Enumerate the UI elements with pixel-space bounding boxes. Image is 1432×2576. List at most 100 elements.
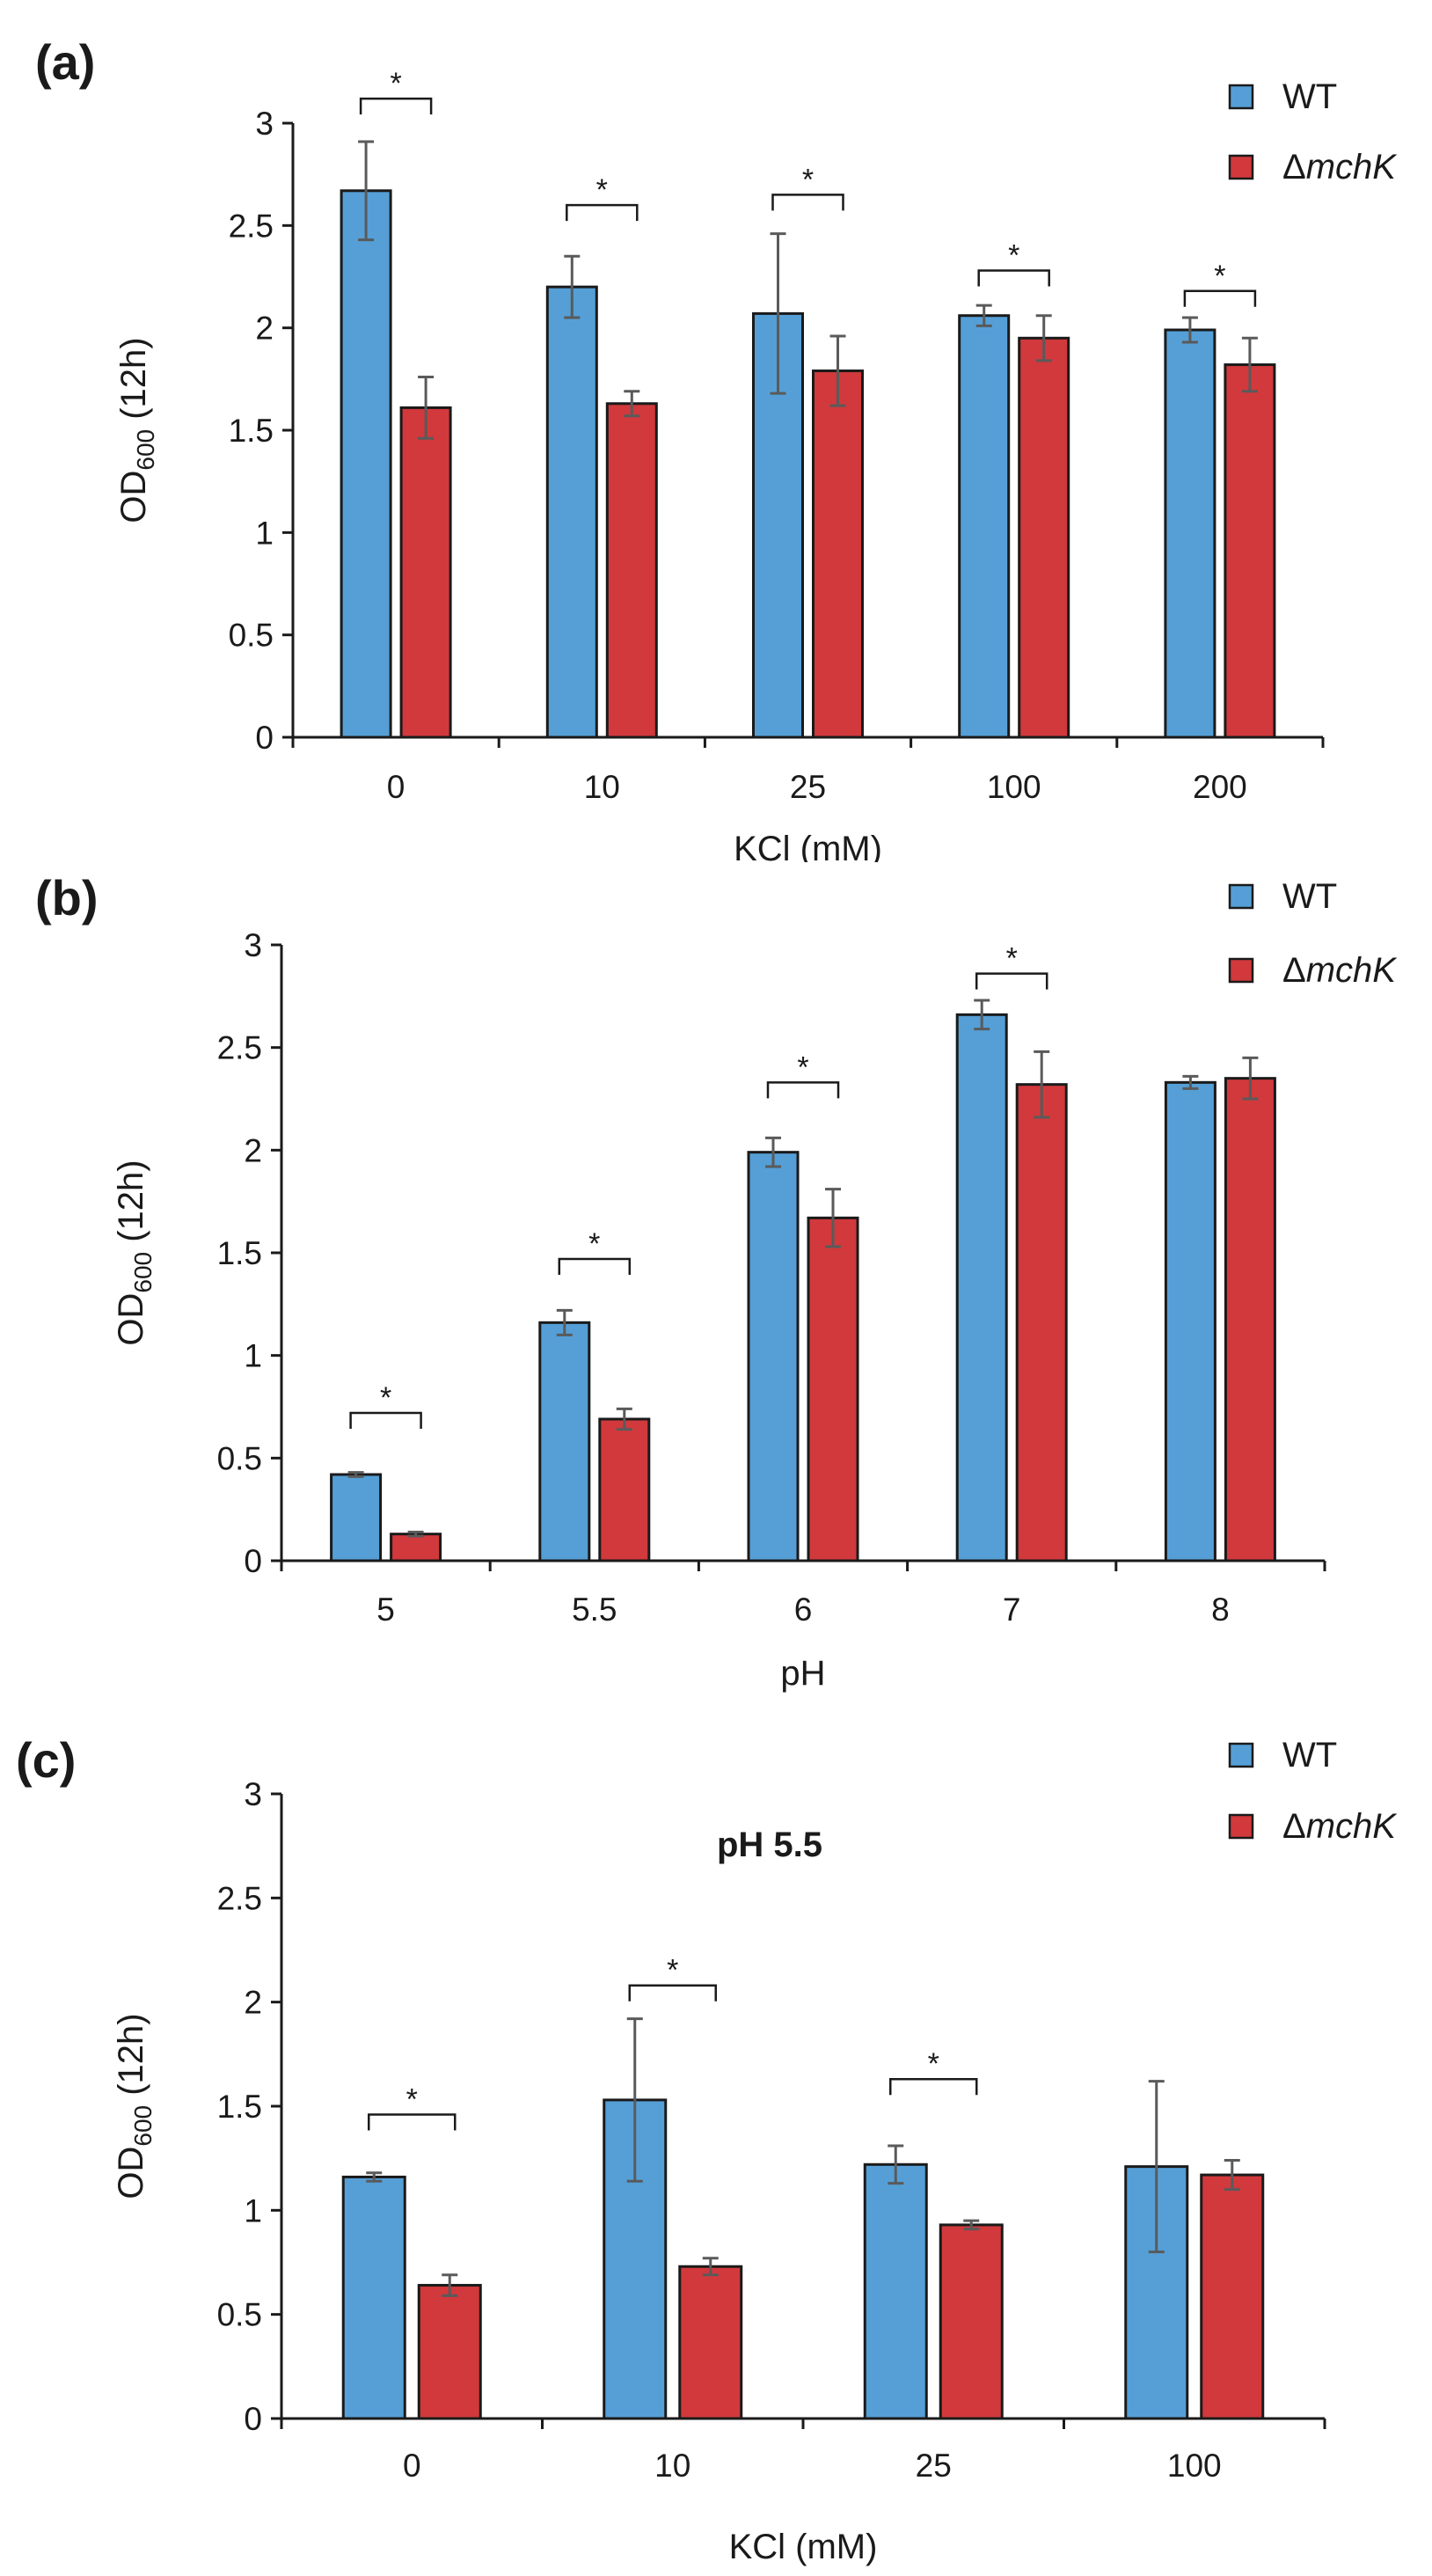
y-axis-title-main: OD — [112, 2147, 150, 2199]
y-tick-label-c: 3 — [244, 1776, 262, 1812]
panel-label-a: (a) — [35, 34, 95, 90]
significance-bracket-b — [975, 972, 1048, 990]
x-tick-label-b: 7 — [1003, 1592, 1021, 1628]
legend-label-wt-b: WT — [1282, 877, 1337, 916]
chart-b-svg: (b) 0 0.5 1 1.5 2 2.5 3 5 5.5 6 7 8 pH OD600 (12h) * * * *… — [35, 870, 1399, 1693]
legend-swatch-mutant-c — [1228, 1813, 1254, 1840]
significance-bracket-a — [359, 97, 433, 115]
significance-star-c: * — [406, 2082, 418, 2116]
y-axis-title-b: OD600 (12h) — [112, 1160, 157, 1345]
mutant-bar-a — [1018, 336, 1070, 739]
significance-star-b: * — [797, 1050, 808, 1084]
wt-bar-a — [1164, 328, 1216, 739]
significance-star-a: * — [596, 173, 608, 207]
wt-bar-c — [863, 2163, 928, 2420]
mutant-bar-b — [390, 1533, 442, 1562]
legend-swatch-wt-c — [1228, 1742, 1254, 1768]
y-axis-title-rest: (12h) — [112, 2013, 150, 2105]
chart-title-c: pH 5.5 — [717, 1826, 822, 1864]
legend-delta: Δ — [1282, 1807, 1306, 1846]
x-tick-label-a: 200 — [1193, 769, 1247, 805]
y-tick-label-a: 1.5 — [229, 413, 274, 449]
y-axis-title-rest: (12h) — [112, 1160, 150, 1252]
y-tick-label-c: 0.5 — [217, 2297, 262, 2333]
significance-star-a: * — [1008, 239, 1019, 273]
significance-star-b: * — [1006, 942, 1018, 976]
wt-bar-b — [538, 1321, 591, 1562]
y-tick-label-b: 2 — [244, 1132, 262, 1168]
y-axis-title-rest: (12h) — [114, 337, 153, 429]
y-tick-label-a: 2.5 — [229, 208, 274, 244]
significance-star-a: * — [1214, 260, 1225, 293]
x-tick-label-b: 5.5 — [572, 1592, 617, 1628]
y-tick-label-a: 0.5 — [229, 618, 274, 654]
y-axis-title-main: OD — [112, 1293, 150, 1346]
y-tick-label-c: 0 — [244, 2401, 262, 2437]
x-axis-title-b: pH — [780, 1654, 825, 1693]
wt-bar-b — [1164, 1080, 1216, 1562]
mutant-bar-c — [678, 2265, 743, 2420]
y-tick-label-b: 1.5 — [217, 1235, 262, 1271]
mutant-bar-b — [1224, 1077, 1276, 1562]
panel-label-b: (b) — [35, 870, 99, 926]
y-axis-title-a: OD600 (12h) — [114, 337, 159, 523]
y-tick-label-b: 3 — [244, 927, 262, 963]
legend-delta: Δ — [1282, 951, 1306, 990]
significance-bracket-c — [889, 2077, 978, 2096]
significance-bracket-c — [368, 2113, 457, 2131]
legend-label-mutant-c: ΔmchK — [1282, 1807, 1398, 1846]
legend-swatch-mutant-b — [1228, 957, 1254, 984]
legend-swatch-wt-a — [1228, 84, 1254, 110]
mutant-bar-c — [939, 2223, 1004, 2420]
y-axis-title-c: OD600 (12h) — [112, 2013, 157, 2199]
x-tick-label-a: 100 — [987, 769, 1041, 805]
chart-panel-c: (c) pH 5.5 0 0.5 1 1.5 2 2.5 3 0 10 25 100 KCl (mM) OD… — [0, 1724, 1432, 2576]
y-tick-label-b: 2.5 — [217, 1030, 262, 1066]
y-axis-title-main: OD — [114, 471, 153, 523]
y-tick-label-c: 1.5 — [217, 2089, 262, 2125]
y-tick-label-c: 1 — [244, 2192, 262, 2228]
y-tick-label-a: 1 — [255, 515, 274, 551]
x-tick-label-c: 10 — [654, 2448, 690, 2484]
wt-bar-b — [955, 1013, 1008, 1562]
significance-star-c: * — [667, 1954, 678, 1987]
significance-star-a: * — [802, 163, 814, 196]
y-tick-label-c: 2 — [244, 1985, 262, 2021]
chart-panel-a: (a) 0 0.5 1 1.5 2 2.5 3 0 10 25 100 200 KCl (mM) OD600… — [0, 0, 1432, 862]
x-tick-label-b: 6 — [794, 1592, 813, 1628]
legend-swatch-wt-b — [1228, 883, 1254, 910]
significance-bracket-a — [1183, 289, 1257, 307]
legend-mutant-name: mchK — [1306, 951, 1399, 990]
significance-star-b: * — [588, 1227, 600, 1261]
x-tick-label-c: 0 — [403, 2448, 421, 2484]
mutant-bar-a — [605, 402, 658, 739]
y-axis-title-subscript: 600 — [129, 1252, 157, 1293]
legend-label-wt-a: WT — [1282, 77, 1337, 116]
x-tick-label-c: 25 — [916, 2448, 952, 2484]
significance-bracket-b — [558, 1257, 632, 1275]
y-tick-label-a: 0 — [255, 720, 274, 756]
legend-swatch-mutant-a — [1228, 154, 1254, 180]
y-tick-label-c: 2.5 — [217, 1880, 262, 1916]
significance-bracket-a — [977, 269, 1050, 287]
wt-bar-c — [341, 2175, 406, 2420]
legend-mutant-name: mchK — [1306, 148, 1399, 187]
wt-bar-a — [958, 314, 1011, 739]
mutant-bar-b — [1015, 1083, 1068, 1562]
wt-bar-b — [747, 1151, 800, 1562]
x-tick-label-b: 8 — [1211, 1592, 1230, 1628]
mutant-bar-b — [807, 1216, 859, 1562]
y-tick-label-b: 0.5 — [217, 1440, 262, 1476]
significance-star-a: * — [390, 67, 401, 100]
legend-mutant-name: mchK — [1306, 1807, 1399, 1846]
x-tick-label-b: 5 — [376, 1592, 395, 1628]
wt-bar-b — [330, 1473, 383, 1562]
mutant-bar-c — [417, 2284, 482, 2420]
significance-bracket-c — [628, 1984, 717, 2002]
wt-bar-a — [545, 285, 598, 739]
mutant-bar-a — [812, 370, 864, 739]
chart-a-svg: (a) 0 0.5 1 1.5 2 2.5 3 0 10 25 100 200 KCl (mM) OD600… — [35, 34, 1399, 862]
significance-bracket-a — [566, 203, 639, 222]
significance-bracket-a — [771, 194, 844, 211]
y-tick-label-b: 0 — [244, 1543, 262, 1579]
